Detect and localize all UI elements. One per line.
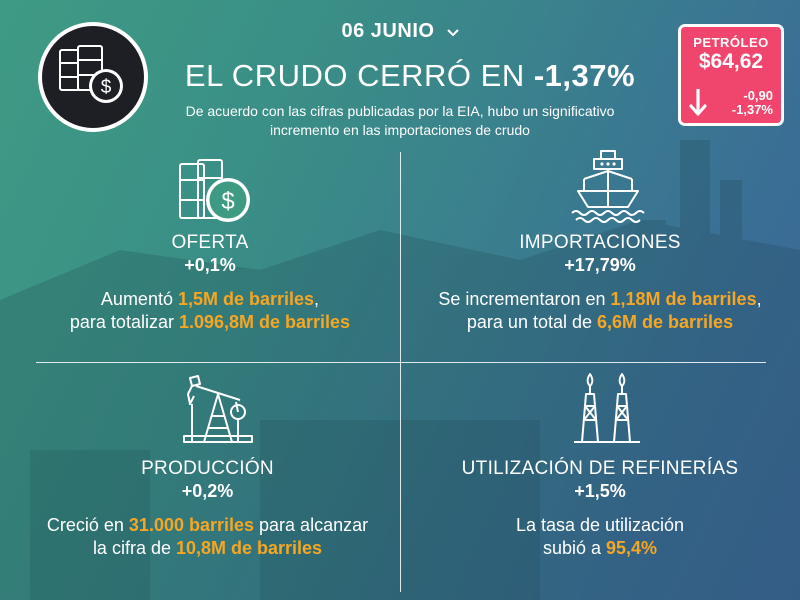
importaciones-highlight-2: 6,6M de barriles <box>597 312 734 332</box>
svg-text:$: $ <box>221 188 234 215</box>
ship-icon <box>568 145 648 230</box>
badge-label: PETRÓLEO <box>693 35 769 50</box>
subtitle-line-1: De acuerdo con las cifras publicadas por… <box>185 103 615 119</box>
chevron-down-icon <box>446 20 459 43</box>
produccion-highlight-1: 31.000 barriles <box>128 515 255 535</box>
refinerias-label: UTILIZACIÓN DE REFINERÍAS <box>461 458 739 479</box>
barrels-dollar-emblem: $ <box>38 22 148 132</box>
badge-change-pct: -1,37% <box>731 102 773 117</box>
importaciones-highlight-1: 1,18M de barriles <box>610 289 757 309</box>
oferta-text-2a: para totalizar <box>69 312 179 332</box>
produccion-pct: +0,2% <box>181 481 234 501</box>
oil-price-badge: PETRÓLEO $64,62 -0,90 -1,37% <box>678 24 784 126</box>
refinerias-description: La tasa de utilización subió a 95,4% <box>408 514 792 560</box>
refinerias-text-1: La tasa de utilización <box>515 515 685 535</box>
date-selector[interactable]: 06 JUNIO <box>300 20 500 43</box>
title-prefix: EL CRUDO CERRÓ EN <box>184 58 534 93</box>
importaciones-description: Se incrementaron en 1,18M de barriles, p… <box>408 288 792 334</box>
horizontal-divider <box>36 362 766 363</box>
quadrant-produccion: PRODUCCIÓN +0,2% Creció en 31.000 barril… <box>20 458 395 560</box>
oferta-text-1b: , <box>314 289 320 309</box>
badge-change: -0,90 -1,37% <box>732 89 773 117</box>
oferta-highlight-1: 1,5M de barriles <box>177 289 315 309</box>
produccion-text-1a: Creció en <box>46 515 129 535</box>
quadrant-oferta: OFERTA +0,1% Aumentó 1,5M de barriles, p… <box>30 232 390 334</box>
page-subtitle: De acuerdo con las cifras publicadas por… <box>140 102 660 140</box>
oferta-pct: +0,1% <box>184 255 236 275</box>
produccion-text-2a: la cifra de <box>92 538 176 558</box>
vertical-divider <box>400 152 401 592</box>
produccion-label: PRODUCCIÓN <box>141 458 274 479</box>
oferta-label: OFERTA <box>171 232 249 253</box>
oferta-description: Aumentó 1,5M de barriles, para totalizar… <box>30 288 390 334</box>
barrels-dollar-icon: $ <box>59 45 123 103</box>
oferta-text-1a: Aumentó <box>100 289 178 309</box>
importaciones-text-2a: para un total de <box>466 312 598 332</box>
title-value: -1,37% <box>533 58 636 93</box>
subtitle-line-2: incremento en las importaciones de crudo <box>270 122 530 138</box>
oferta-highlight-2: 1.096,8M de barriles <box>178 312 351 332</box>
refinery-towers-icon <box>572 370 642 451</box>
badge-price: $64,62 <box>698 50 764 73</box>
refinerias-pct: +1,5% <box>574 481 626 501</box>
importaciones-label: IMPORTACIONES <box>519 232 681 253</box>
importaciones-text-1b: , <box>756 289 762 309</box>
date-label: 06 JUNIO <box>341 20 435 42</box>
quadrant-importaciones: IMPORTACIONES +17,79% Se incrementaron e… <box>408 232 792 334</box>
importaciones-pct: +17,79% <box>564 255 636 275</box>
refinerias-text-2a: subió a <box>542 538 606 558</box>
pumpjack-icon <box>180 372 256 451</box>
refinerias-highlight-2: 95,4% <box>606 538 658 558</box>
page-title: EL CRUDO CERRÓ EN -1,37% <box>160 58 660 94</box>
arrow-down-icon <box>689 88 707 122</box>
barrels-dollar-icon: $ <box>176 158 256 233</box>
produccion-highlight-2: 10,8M de barriles <box>175 538 323 558</box>
quadrant-refinerias: UTILIZACIÓN DE REFINERÍAS +1,5% La tasa … <box>408 458 792 560</box>
badge-change-abs: -0,90 <box>743 88 773 103</box>
svg-text:$: $ <box>101 77 112 98</box>
produccion-description: Creció en 31.000 barriles para alcanzar … <box>20 514 395 560</box>
importaciones-text-1a: Se incrementaron en <box>438 289 611 309</box>
produccion-text-1b: para alcanzar <box>254 515 369 535</box>
